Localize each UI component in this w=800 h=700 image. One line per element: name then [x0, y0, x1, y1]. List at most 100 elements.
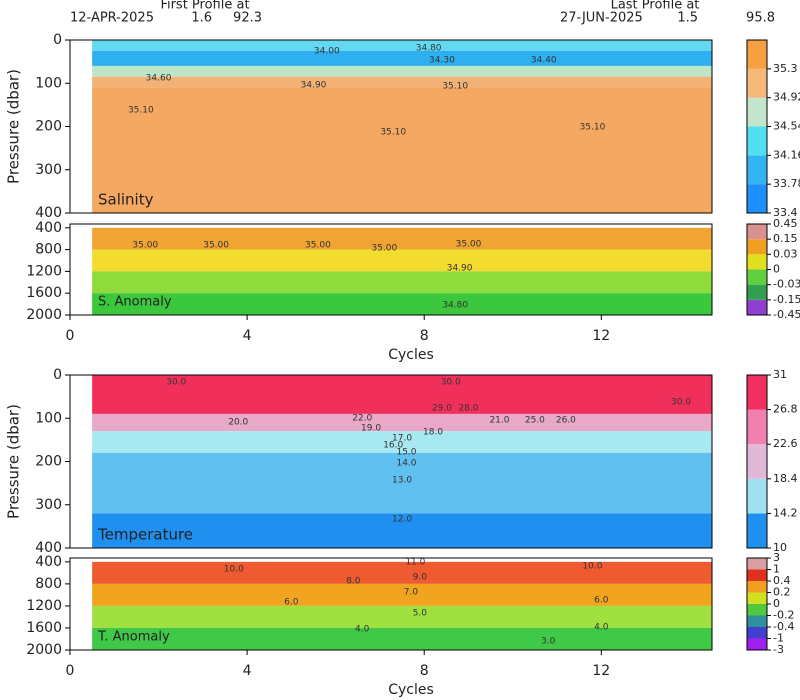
field-band: [92, 561, 712, 584]
panel-label: Salinity: [98, 191, 154, 209]
field-band: [92, 513, 712, 548]
colorbar-label: 33.4: [773, 206, 798, 219]
contour-label: 35.10: [128, 106, 154, 116]
colorbar-swatch: [747, 184, 767, 213]
x-tick-label: 4: [243, 663, 252, 679]
colorbar-label: 26.8: [773, 403, 798, 416]
field-band: [92, 227, 712, 250]
colorbar-swatch: [747, 254, 767, 270]
y-tick-label: 1200: [26, 598, 62, 614]
colorbar-swatch: [747, 592, 767, 604]
colorbar-label: 0.4: [773, 574, 791, 587]
colorbar-label: 34.54: [773, 120, 800, 133]
contour-label: 19.0: [361, 424, 381, 434]
colorbar-label: -0.2: [773, 609, 794, 622]
colorbar-swatch: [747, 409, 767, 445]
contour-label: 35.00: [371, 243, 397, 253]
contour-label: 35.10: [442, 81, 468, 91]
colorbar-label: 0: [773, 597, 780, 610]
plot-frame: [69, 223, 713, 316]
y-tick-label: 0: [53, 367, 62, 383]
y-tick-label: 300: [35, 497, 62, 513]
colorbar-label: 0.45: [773, 217, 798, 230]
field-band: [92, 452, 712, 514]
y-tick-label: 400: [35, 540, 62, 556]
y-tick-label: 0: [53, 32, 62, 48]
contour-label: 35.00: [132, 240, 158, 250]
field-band: [92, 87, 712, 213]
colorbar-swatch: [747, 155, 767, 185]
contour-label: 6.0: [284, 598, 299, 608]
contour-label: 26.0: [556, 415, 576, 425]
colorbar-swatch: [747, 126, 767, 156]
contour-label: 6.0: [594, 596, 609, 606]
contour-label: 18.0: [423, 428, 443, 438]
colorbar-label: 35.3: [773, 62, 798, 75]
y-tick-label: 1600: [26, 620, 62, 636]
colorbar-swatch: [747, 569, 767, 581]
field-band: [92, 583, 712, 606]
panel-label: S. Anomaly: [98, 295, 172, 310]
contour-label: 29.0: [432, 403, 452, 413]
colorbar-label: -3: [773, 643, 784, 656]
colorbar-label: 0.15: [773, 232, 798, 245]
field-band: [92, 413, 712, 432]
y-tick-label: 200: [35, 454, 62, 470]
colorbar-label: -1: [773, 632, 784, 645]
contour-label: 3.0: [541, 637, 556, 647]
x-tick-label: 0: [66, 328, 75, 344]
y-tick-label: 100: [35, 75, 62, 91]
colorbar-label: 1: [773, 563, 780, 576]
colorbar-label: -0.03: [773, 278, 800, 291]
contour-label: 11.0: [405, 558, 425, 568]
contour-label: 28.0: [458, 403, 478, 413]
contour-label: 35.00: [456, 240, 482, 250]
colorbar-label: 34.16: [773, 148, 800, 161]
colorbar-frame: [746, 374, 768, 549]
x-tick-label: 8: [420, 663, 429, 679]
x-tick-label: 12: [592, 328, 610, 344]
x-axis-label: Cycles: [388, 347, 434, 363]
contour-label: 20.0: [228, 418, 248, 428]
contour-label: 25.0: [525, 415, 545, 425]
field-band: [92, 627, 712, 650]
colorbar-label: 0: [773, 263, 780, 276]
y-tick-label: 400: [35, 220, 62, 236]
colorbar-label: 14.2: [773, 506, 798, 519]
colorbar-swatch: [747, 269, 767, 285]
colorbar-swatch: [747, 581, 767, 593]
x-tick-label: 4: [243, 328, 252, 344]
panel-label: T. Anomaly: [97, 630, 170, 645]
contour-label: 8.0: [346, 577, 361, 587]
colorbar-label: 10: [773, 541, 787, 554]
colorbar-label: 0.03: [773, 247, 798, 260]
contour-label: 7.0: [404, 588, 419, 598]
contour-label: 34.60: [146, 74, 172, 84]
y-tick-label: 300: [35, 162, 62, 178]
last-date: 27-JUN-2025: [560, 11, 643, 26]
y-tick-label: 1200: [26, 263, 62, 279]
x-tick-label: 0: [66, 663, 75, 679]
colorbar-label: 18.4: [773, 472, 798, 485]
colorbar-swatch: [747, 558, 767, 570]
y-tick-label: 100: [35, 410, 62, 426]
y-axis-label: Pressure (dbar): [5, 404, 23, 519]
field-band: [92, 65, 712, 77]
colorbar-label: 3: [773, 551, 780, 564]
contour-label: 34.90: [301, 80, 327, 90]
y-tick-label: 2000: [26, 307, 62, 323]
field-band: [92, 50, 712, 66]
colorbar-swatch: [747, 513, 767, 548]
colorbar-swatch: [747, 68, 767, 98]
colorbar-swatch: [747, 97, 767, 127]
first-a: 1.6: [191, 11, 212, 26]
x-tick-label: 8: [420, 328, 429, 344]
x-axis-label: Cycles: [388, 682, 434, 698]
y-tick-label: 400: [35, 554, 62, 570]
field-band: [92, 605, 712, 628]
contour-label: 17.0: [392, 434, 412, 444]
field-band: [92, 76, 712, 88]
last-title: Last Profile at: [611, 0, 700, 13]
contour-label: 5.0: [413, 609, 428, 619]
contour-label: 34.80: [442, 300, 468, 310]
